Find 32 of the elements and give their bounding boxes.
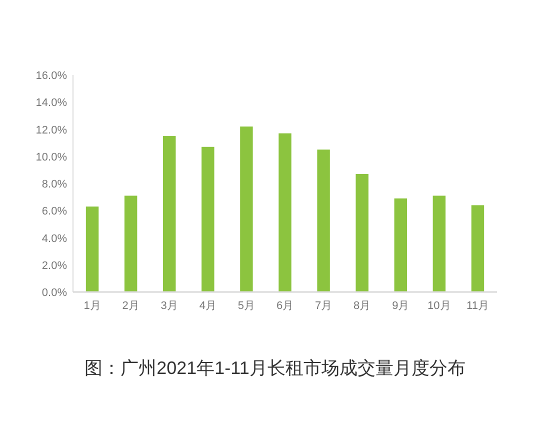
y-tick-label: 8.0% — [42, 178, 68, 190]
y-tick-label: 10.0% — [36, 151, 68, 164]
bar — [356, 174, 368, 292]
x-tick-label: 5月 — [238, 300, 256, 312]
bar — [317, 150, 330, 292]
bar — [432, 196, 446, 292]
y-tick-label: 16.0% — [36, 70, 68, 82]
y-tick-label: 0.0% — [42, 287, 68, 299]
x-tick-label: 9月 — [392, 300, 410, 312]
bar — [86, 206, 99, 292]
y-tick-label: 12.0% — [36, 124, 68, 136]
x-tick-label: 1月 — [84, 300, 101, 312]
y-tick-label: 2.0% — [42, 260, 68, 272]
bar — [163, 136, 176, 292]
x-tick-label: 6月 — [276, 300, 294, 312]
x-tick-label: 8月 — [354, 300, 371, 312]
bar — [202, 146, 214, 292]
y-tick-label: 14.0% — [36, 97, 68, 110]
x-tick-label: 10月 — [428, 300, 451, 312]
bar — [394, 198, 407, 292]
bar — [278, 133, 292, 292]
x-tick-label: 11月 — [466, 300, 489, 312]
bar — [471, 205, 484, 292]
bar — [240, 126, 253, 292]
bar — [124, 196, 138, 292]
y-tick-label: 6.0% — [42, 206, 68, 218]
x-tick-label: 7月 — [314, 300, 332, 312]
y-tick-label: 4.0% — [42, 232, 68, 245]
x-tick-label: 3月 — [160, 300, 178, 312]
x-tick-label: 2月 — [122, 300, 140, 312]
x-tick-label: 4月 — [199, 300, 216, 312]
text: 图：广州2021年1-11月长租市场成交量月度分布 — [84, 358, 466, 378]
